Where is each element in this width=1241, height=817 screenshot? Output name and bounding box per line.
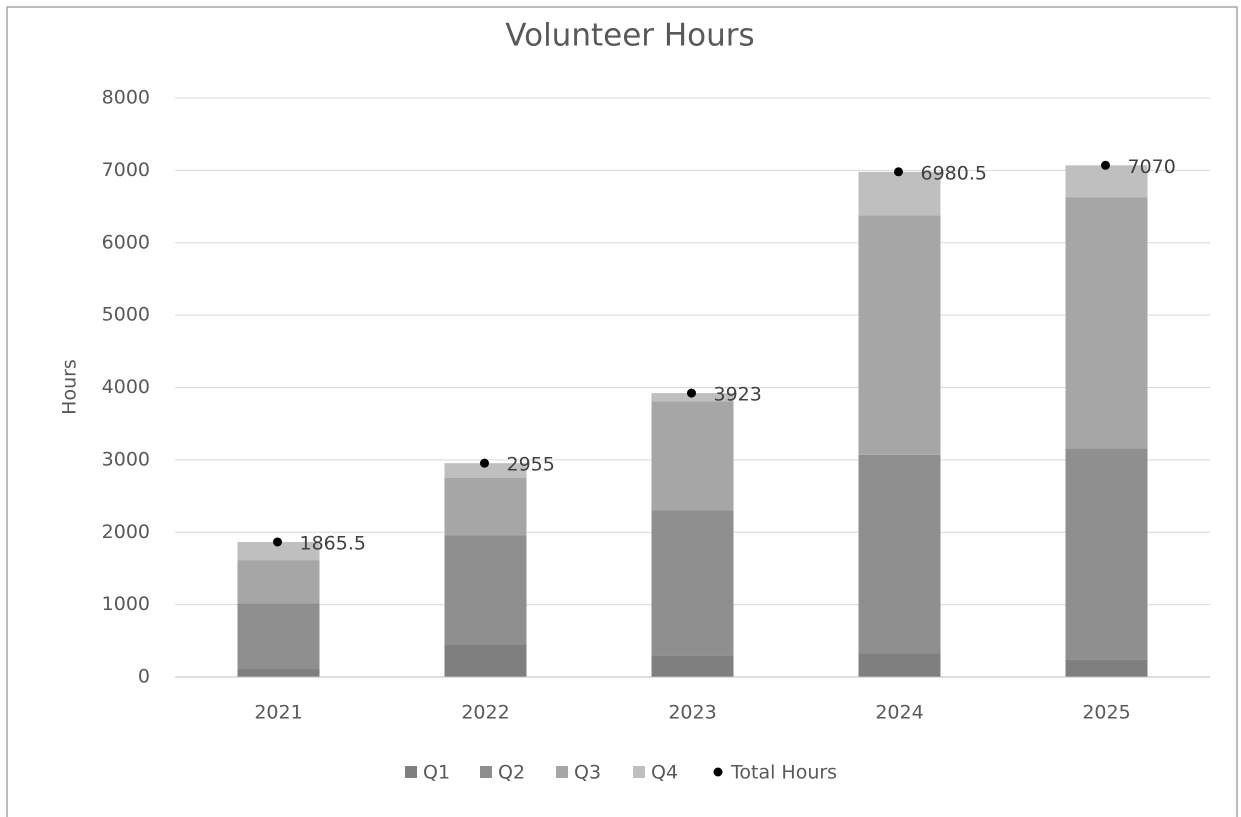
bar-segment bbox=[1065, 165, 1148, 198]
chart-frame bbox=[6, 6, 1238, 817]
bar-segment bbox=[444, 477, 527, 536]
bar-segment bbox=[1065, 197, 1148, 449]
chart-title: Volunteer Hours bbox=[505, 18, 754, 54]
bar-segment bbox=[651, 510, 734, 656]
total-marker bbox=[273, 537, 282, 547]
legend-label: Q4 bbox=[651, 762, 678, 784]
x-tick-label: 2021 bbox=[254, 702, 302, 724]
y-tick-label: 2000 bbox=[102, 521, 150, 543]
legend-swatch bbox=[556, 766, 568, 778]
y-tick-label: 8000 bbox=[102, 87, 150, 109]
bar-segment bbox=[237, 603, 320, 670]
bar-segment bbox=[1065, 659, 1148, 677]
bar-segment bbox=[237, 560, 320, 604]
data-label: 2955 bbox=[507, 454, 555, 476]
x-tick-label: 2022 bbox=[461, 702, 509, 724]
bar-segment bbox=[444, 644, 527, 677]
y-tick-label: 6000 bbox=[102, 231, 150, 253]
bar-segment bbox=[444, 535, 527, 645]
bar-segment bbox=[651, 655, 734, 677]
legend-marker bbox=[713, 767, 723, 777]
legend-swatch bbox=[480, 766, 492, 778]
bar-segment bbox=[858, 653, 941, 677]
total-marker bbox=[687, 388, 696, 398]
legend-label: Q3 bbox=[574, 762, 601, 784]
bar-segment bbox=[1065, 448, 1148, 660]
bar-segment bbox=[237, 669, 320, 677]
bar-segment bbox=[444, 463, 527, 478]
y-tick-label: 7000 bbox=[102, 159, 150, 181]
bar-segment bbox=[237, 541, 320, 561]
data-label: 7070 bbox=[1128, 156, 1176, 178]
x-tick-label: 2024 bbox=[875, 702, 923, 724]
y-tick-label: 0 bbox=[138, 666, 150, 688]
y-tick-label: 5000 bbox=[102, 304, 150, 326]
legend-swatch bbox=[405, 766, 417, 778]
total-marker bbox=[480, 458, 489, 468]
bar-segment bbox=[858, 454, 941, 654]
legend-swatch bbox=[633, 766, 645, 778]
x-tick-label: 2023 bbox=[668, 702, 716, 724]
data-label: 1865.5 bbox=[300, 532, 366, 554]
y-axis-label: Hours bbox=[59, 359, 81, 415]
data-label: 6980.5 bbox=[921, 162, 987, 184]
bar-segment bbox=[858, 171, 941, 216]
data-label: 3923 bbox=[714, 384, 762, 406]
legend-label: Q1 bbox=[423, 762, 450, 784]
total-marker bbox=[1101, 160, 1110, 170]
x-tick-label: 2025 bbox=[1082, 702, 1130, 724]
legend-label: Q2 bbox=[498, 762, 525, 784]
y-tick-label: 3000 bbox=[102, 448, 150, 470]
total-marker bbox=[894, 167, 903, 177]
bar-segment bbox=[651, 401, 734, 511]
bar-segment bbox=[858, 215, 941, 455]
y-tick-label: 1000 bbox=[102, 593, 150, 615]
y-tick-label: 4000 bbox=[102, 376, 150, 398]
legend-label: Total Hours bbox=[730, 762, 837, 784]
